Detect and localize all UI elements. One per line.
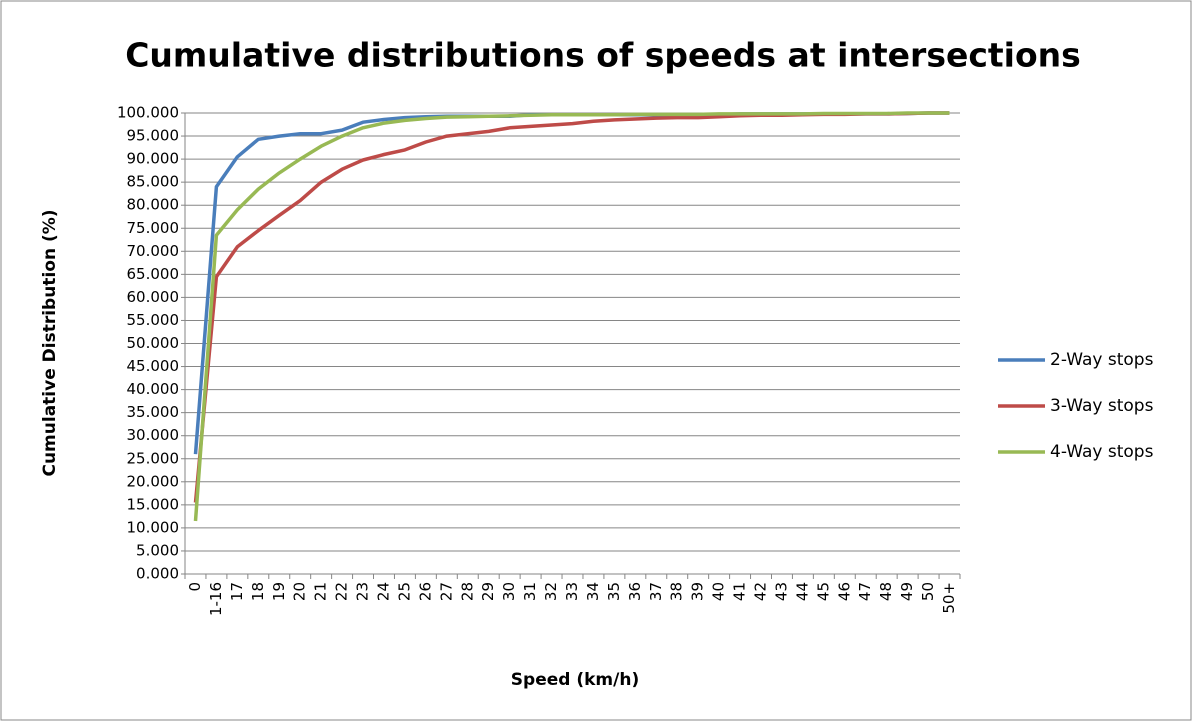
legend-label: 3-Way stops bbox=[1050, 396, 1154, 416]
x-tick-label: 49 bbox=[898, 582, 916, 601]
x-tick-label: 50+ bbox=[940, 582, 958, 614]
x-tick-label: 1-16 bbox=[207, 582, 225, 616]
series-line bbox=[193, 111, 950, 522]
y-tick-label: 85.000 bbox=[127, 173, 180, 191]
x-tick-label: 24 bbox=[374, 582, 392, 601]
y-tick-label: 40.000 bbox=[127, 380, 180, 398]
x-tick-label: 32 bbox=[542, 582, 560, 601]
x-tick-label: 45 bbox=[814, 582, 832, 601]
x-tick-label: 38 bbox=[668, 582, 686, 601]
x-tick-label: 50 bbox=[919, 582, 937, 601]
y-tick-label: 20.000 bbox=[127, 472, 180, 490]
y-axis-label: Cumulative Distribution (%) bbox=[40, 209, 60, 476]
y-tick-label: 15.000 bbox=[127, 495, 180, 513]
y-tick-label: 0.000 bbox=[136, 565, 179, 583]
x-tick-label: 31 bbox=[521, 582, 539, 601]
y-tick-label: 90.000 bbox=[127, 150, 180, 168]
y-tick-label: 5.000 bbox=[136, 541, 179, 559]
x-tick-label: 17 bbox=[228, 582, 246, 601]
y-tick-label: 65.000 bbox=[127, 265, 180, 283]
y-tick-label: 30.000 bbox=[127, 426, 180, 444]
x-tick-label: 18 bbox=[249, 582, 267, 601]
x-tick-label: 44 bbox=[793, 582, 811, 601]
x-tick-label: 43 bbox=[772, 582, 790, 601]
y-tick-label: 80.000 bbox=[127, 196, 180, 214]
x-tick-label: 20 bbox=[291, 582, 309, 601]
x-tick-label: 37 bbox=[647, 582, 665, 601]
y-tick-label: 75.000 bbox=[127, 219, 180, 237]
y-tick-label: 50.000 bbox=[127, 334, 180, 352]
x-axis-label: Speed (km/h) bbox=[511, 670, 639, 690]
y-tick-label: 95.000 bbox=[127, 127, 180, 145]
y-tick-label: 100.000 bbox=[117, 104, 179, 122]
x-tick-label: 36 bbox=[626, 582, 644, 601]
x-tick-label: 33 bbox=[563, 582, 581, 601]
x-tick-label: 46 bbox=[835, 582, 853, 601]
y-tick-label: 35.000 bbox=[127, 403, 180, 421]
x-tick-label: 28 bbox=[458, 582, 476, 601]
x-tick-label: 23 bbox=[354, 582, 372, 601]
x-tick-label: 41 bbox=[731, 582, 749, 601]
legend-label: 4-Way stops bbox=[1050, 442, 1154, 462]
y-tick-label: 70.000 bbox=[127, 242, 180, 260]
x-tick-label: 47 bbox=[856, 582, 874, 601]
legend-label: 2-Way stops bbox=[1050, 350, 1154, 370]
x-tick-label: 22 bbox=[333, 582, 351, 601]
chart-title: Cumulative distributions of speeds at in… bbox=[125, 36, 1081, 75]
x-tick-label: 35 bbox=[605, 582, 623, 601]
y-tick-label: 10.000 bbox=[127, 518, 180, 536]
x-tick-label: 40 bbox=[710, 582, 728, 601]
y-tick-label: 55.000 bbox=[127, 311, 180, 329]
x-tick-label: 27 bbox=[437, 582, 455, 601]
y-tick-label: 60.000 bbox=[127, 288, 180, 306]
x-tick-label: 21 bbox=[312, 582, 330, 601]
x-tick-label: 29 bbox=[479, 582, 497, 601]
x-tick-label: 25 bbox=[395, 582, 413, 601]
x-tick-label: 30 bbox=[500, 582, 518, 601]
x-tick-label: 0 bbox=[186, 582, 204, 592]
x-tick-label: 19 bbox=[270, 582, 288, 601]
x-tick-label: 39 bbox=[689, 582, 707, 601]
x-tick-label: 48 bbox=[877, 582, 895, 601]
y-tick-label: 25.000 bbox=[127, 449, 180, 467]
x-tick-label: 34 bbox=[584, 582, 602, 601]
y-tick-label: 45.000 bbox=[127, 357, 180, 375]
x-tick-label: 26 bbox=[416, 582, 434, 601]
x-tick-label: 42 bbox=[752, 582, 770, 601]
